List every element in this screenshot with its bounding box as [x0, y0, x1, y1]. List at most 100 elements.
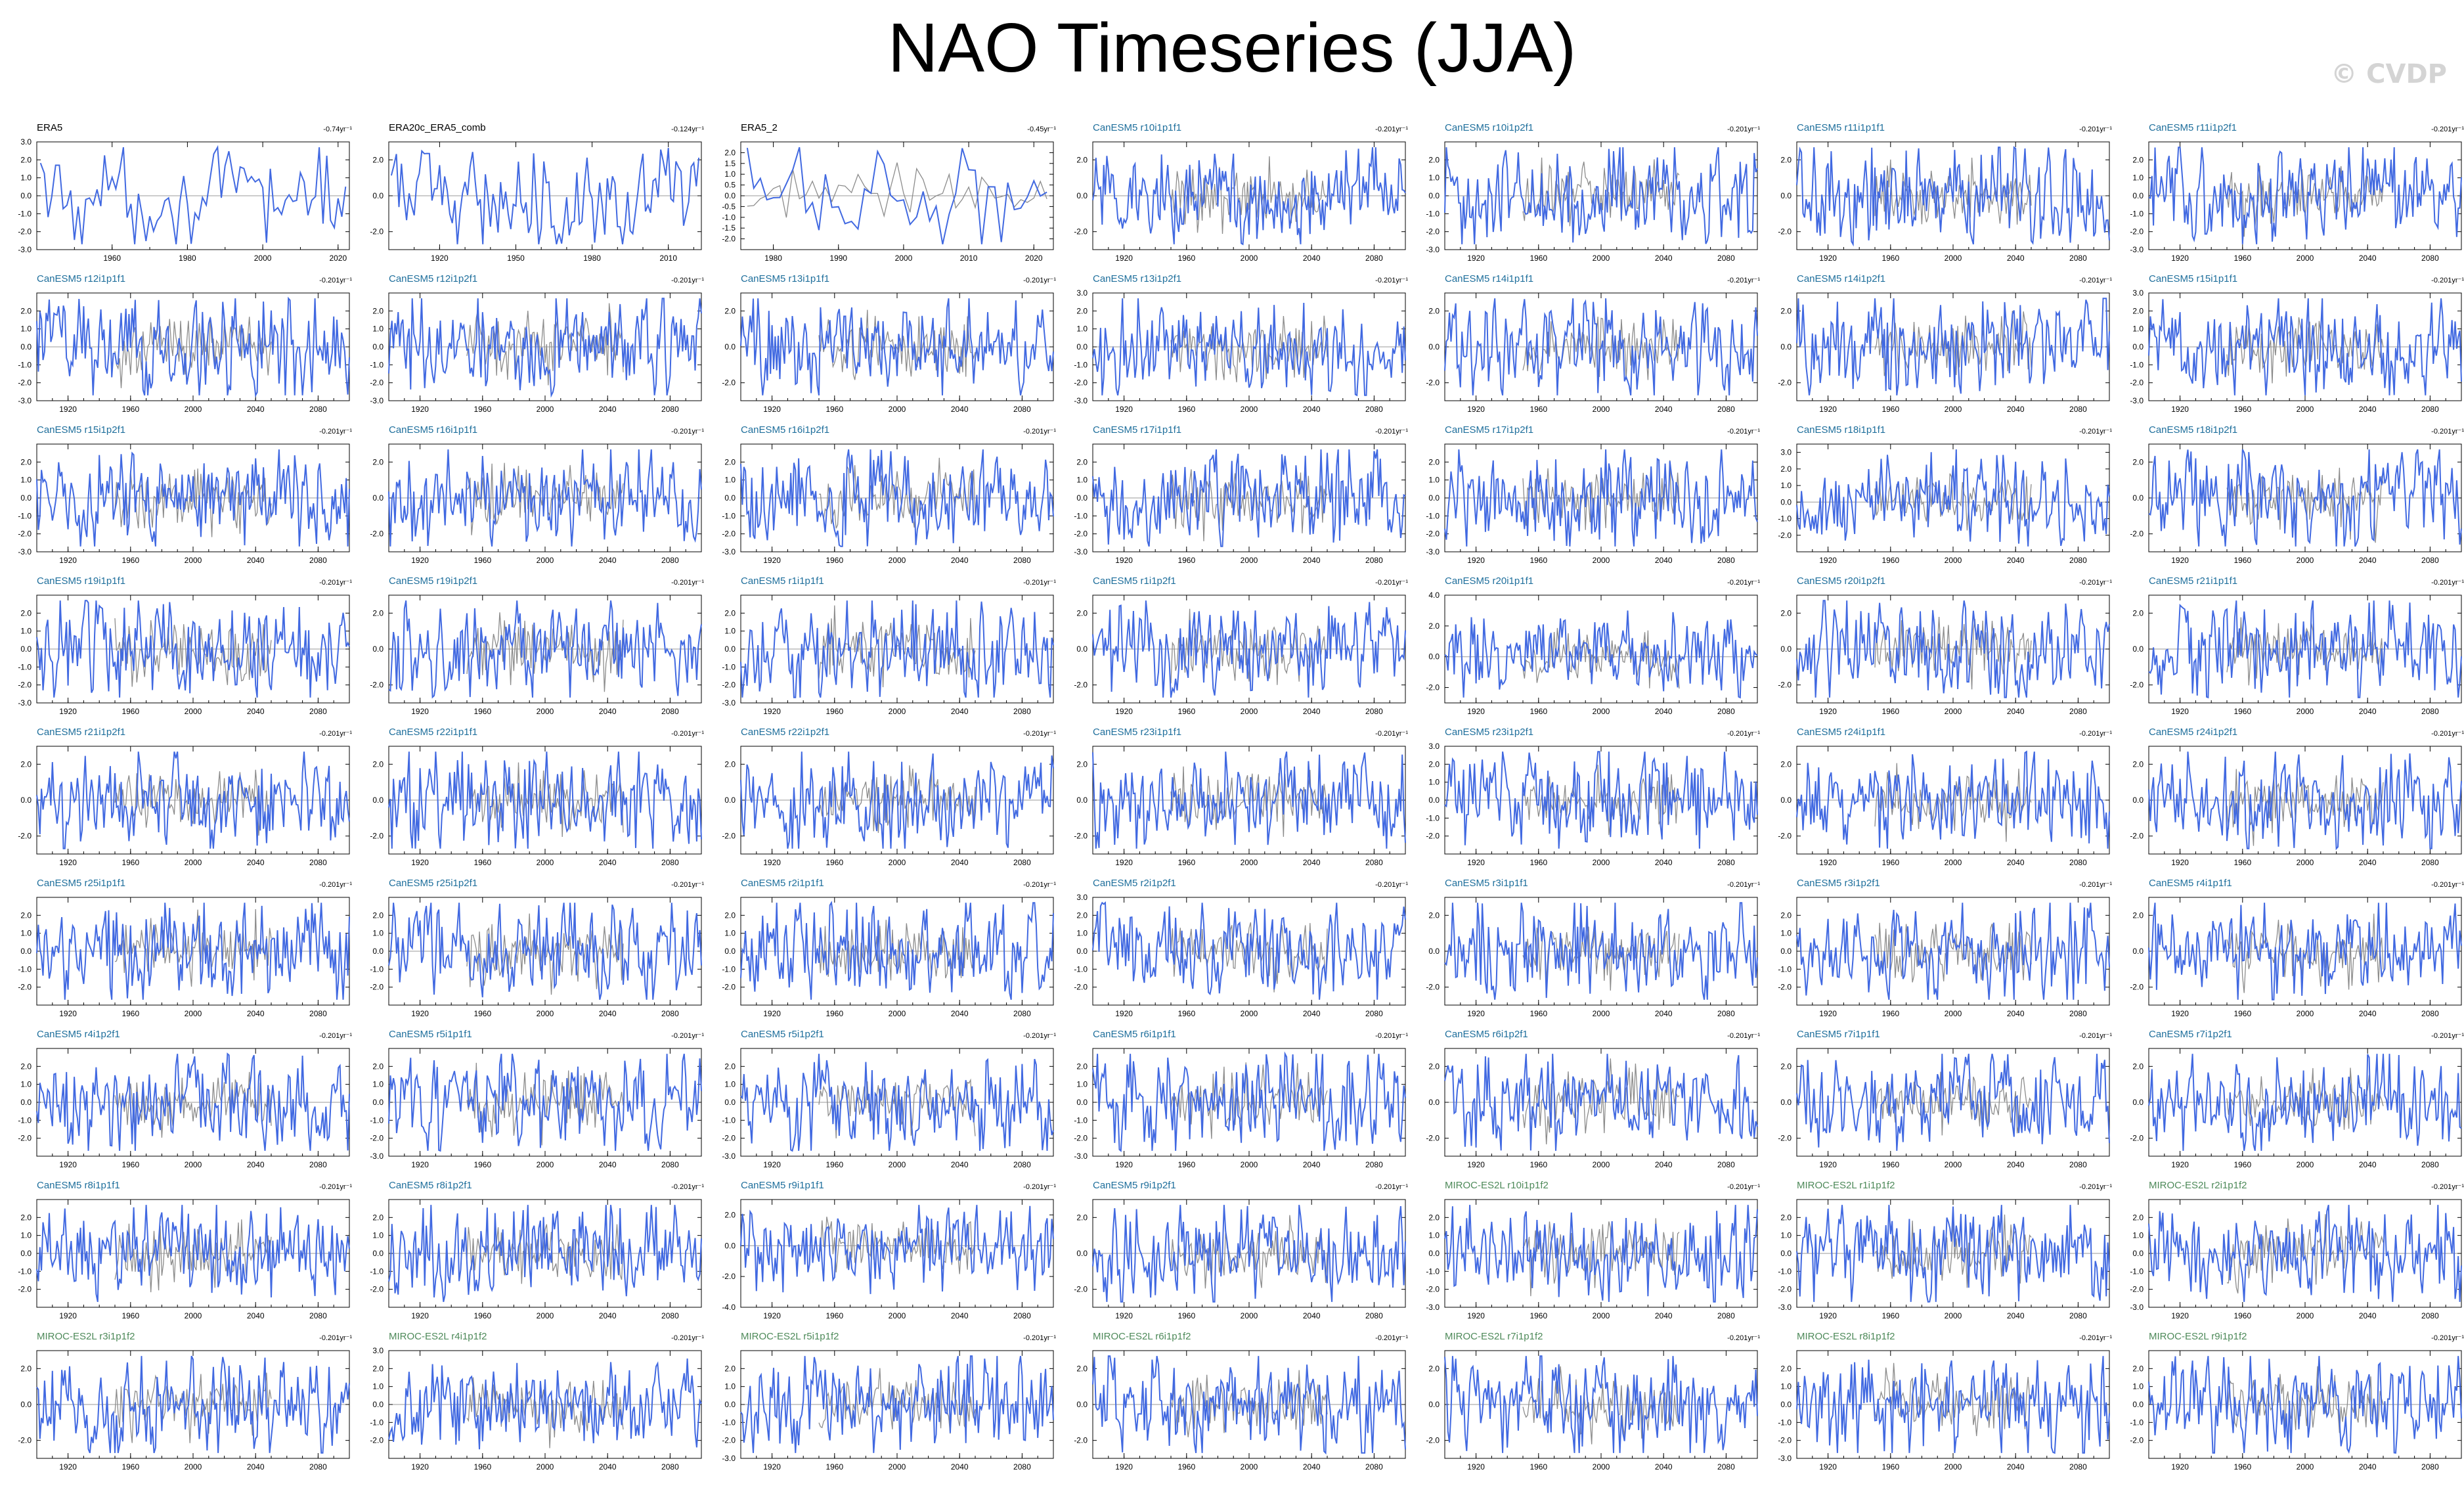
x-tick-label: 2080: [1365, 858, 1383, 867]
x-tick-label: 1960: [2233, 1160, 2251, 1169]
panel-plot: -2.0 0.0 2.0 1920 1960 2000 2040 2080: [1778, 1048, 2110, 1169]
nao-panel: CanESM5 r17i1p1f1 -0.201yr⁻¹ -3.0 -2.0 -1.0 0…: [1056, 424, 1408, 574]
reference-series-line: [1522, 1366, 1680, 1445]
y-tick-label: -2.0: [1074, 1134, 1088, 1143]
y-tick-label: 0.0: [2132, 493, 2144, 503]
y-tick-label: -2.0: [722, 983, 736, 992]
panel-label: CanESM5 r7i1p1f1: [1797, 1029, 1880, 1040]
y-tick-label: 2.0: [1428, 306, 1440, 315]
y-tick-label: -3.0: [18, 396, 32, 405]
trend-label: -0.201yr⁻¹: [1375, 1032, 1408, 1040]
y-tick-label: 0.0: [372, 1249, 384, 1258]
y-tick-label: -1.0: [722, 1115, 736, 1125]
nao-panel: CanESM5 r24i1p2f1 -0.201yr⁻¹ -2.0 0.0 2.0 192…: [2112, 727, 2464, 876]
x-tick-label: 2000: [185, 1009, 202, 1018]
y-tick-label: -2.0: [18, 832, 32, 841]
y-tick-label: -2.0: [722, 235, 736, 244]
y-tick-label: 0.0: [1780, 497, 1792, 506]
panel-plot: -2.0 -1.0 0.0 1.0 2.0 1920 1960 2000 2040 2080: [1778, 897, 2110, 1018]
panel-plot: -2.0 -1.0 0.0 1.0 2.0 3.0 1920 1960 2000 2040 2080: [370, 1346, 702, 1471]
y-tick-label: 0.0: [2132, 947, 2144, 956]
x-tick-label: 1960: [1177, 1009, 1195, 1018]
x-tick-label: 1960: [473, 405, 491, 414]
panel-plot: -2.0 0.0 2.0 1920 1960 2000 2040 2080: [2130, 746, 2462, 867]
trend-label: -0.201yr⁻¹: [2079, 579, 2112, 587]
panel-plot: -3.0 -2.0 -1.0 0.0 1.0 2.0 3.0 1920 1960 2000 2040…: [2130, 288, 2462, 414]
y-tick-label: -1.0: [1074, 964, 1088, 974]
trend-label: -0.201yr⁻¹: [319, 277, 352, 284]
y-tick-label: 0.0: [1428, 191, 1440, 200]
trend-label: -0.201yr⁻¹: [1023, 277, 1056, 284]
y-tick-label: -1.0: [1778, 514, 1792, 524]
nao-panel: CanESM5 r3i1p2f1 -0.201yr⁻¹ -2.0 -1.0 0.0 1.0…: [1760, 878, 2112, 1027]
trend-label: -0.201yr⁻¹: [1727, 1334, 1760, 1342]
y-tick-label: 2.0: [372, 1062, 384, 1071]
reference-series-line: [1522, 1218, 1680, 1297]
y-tick-label: -1.0: [1426, 209, 1440, 218]
x-tick-label: 1960: [103, 254, 121, 263]
y-tick-label: 2.0: [1076, 1364, 1088, 1373]
x-tick-label: 2000: [1241, 556, 1258, 565]
nao-series-line: [1796, 146, 2110, 247]
y-tick-label: -1.0: [370, 1267, 384, 1276]
panel-label: CanESM5 r14i1p2f1: [1797, 273, 1886, 284]
trend-label: -0.201yr⁻¹: [2079, 125, 2112, 133]
x-tick-label: 2080: [1717, 1311, 1735, 1320]
x-tick-label: 1980: [583, 254, 601, 263]
panel-plot: -2.0 -1.0 0.0 1.0 2.0 1920 1960 2000 2040 2080: [18, 1048, 350, 1169]
x-tick-label: 1920: [2171, 556, 2189, 565]
panel-label: ERA5_2: [741, 122, 778, 133]
y-tick-label: 1.0: [372, 1080, 384, 1089]
x-tick-label: 2040: [2007, 707, 2025, 716]
x-tick-label: 2040: [599, 858, 617, 867]
trend-label: -0.201yr⁻¹: [671, 428, 704, 436]
y-tick-label: -1.0: [2130, 209, 2144, 218]
y-tick-label: 1.0: [724, 476, 736, 485]
x-tick-label: 2080: [309, 1462, 327, 1471]
y-tick-label: 1.0: [1428, 1231, 1440, 1240]
reference-series-line: [1170, 922, 1328, 993]
x-tick-label: 1920: [411, 858, 429, 867]
trend-label: -0.201yr⁻¹: [1727, 1032, 1760, 1040]
x-tick-label: 1960: [1881, 1009, 1899, 1018]
nao-series-line: [1444, 902, 1758, 1000]
y-tick-label: 2.0: [20, 155, 32, 164]
nao-series-line: [2148, 1356, 2462, 1454]
nao-series-line: [1092, 147, 1406, 246]
x-tick-label: 2000: [537, 556, 554, 565]
x-tick-label: 2000: [889, 1160, 906, 1169]
panel-label: CanESM5 r4i1p2f1: [37, 1029, 120, 1040]
x-tick-label: 2080: [1013, 858, 1031, 867]
y-tick-label: 0.0: [724, 1400, 736, 1409]
x-tick-label: 1920: [59, 707, 77, 716]
y-tick-label: -2.0: [1778, 832, 1792, 841]
x-tick-label: 1920: [59, 556, 77, 565]
x-tick-label: 1920: [1467, 254, 1485, 263]
y-tick-label: 0.0: [1428, 1400, 1440, 1409]
y-tick-label: 3.0: [1076, 893, 1088, 902]
y-tick-label: 0.0: [1780, 644, 1792, 654]
x-tick-label: 2040: [1303, 1462, 1321, 1471]
nao-series-line: [1444, 610, 1758, 699]
panel-plot: -2.0 0.0 2.0 1920 1960 2000 2040 2080: [2130, 897, 2462, 1018]
trend-label: -0.201yr⁻¹: [1023, 730, 1056, 738]
trend-label: -0.201yr⁻¹: [1023, 1183, 1056, 1191]
x-tick-label: 1920: [2171, 254, 2189, 263]
panel-label: CanESM5 r10i1p1f1: [1093, 122, 1182, 133]
y-tick-label: -1.0: [1074, 360, 1088, 369]
x-tick-label: 2040: [2359, 254, 2377, 263]
x-tick-label: 2080: [2421, 858, 2439, 867]
y-tick-label: -2.0: [1426, 378, 1440, 388]
reference-series-line: [818, 1368, 976, 1434]
y-tick-label: 1.0: [724, 1382, 736, 1391]
y-tick-label: 2.0: [2132, 457, 2144, 466]
x-tick-label: 2000: [185, 707, 202, 716]
x-tick-label: 2000: [1945, 1009, 1962, 1018]
nao-panel: CanESM5 r20i1p2f1 -0.201yr⁻¹ -2.0 0.0 2.0 192…: [1760, 575, 2112, 725]
nao-panel: CanESM5 r18i1p1f1 -0.201yr⁻¹ -2.0 -1.0 0.0 1.…: [1760, 424, 2112, 574]
x-tick-label: 1960: [121, 405, 139, 414]
y-tick-label: -2.0: [1778, 681, 1792, 690]
x-tick-label: 2040: [1655, 254, 1673, 263]
nao-panel: CanESM5 r25i1p2f1 -0.201yr⁻¹ -2.0 -1.0 0.0 1.…: [352, 878, 704, 1027]
x-tick-label: 1920: [1115, 556, 1133, 565]
